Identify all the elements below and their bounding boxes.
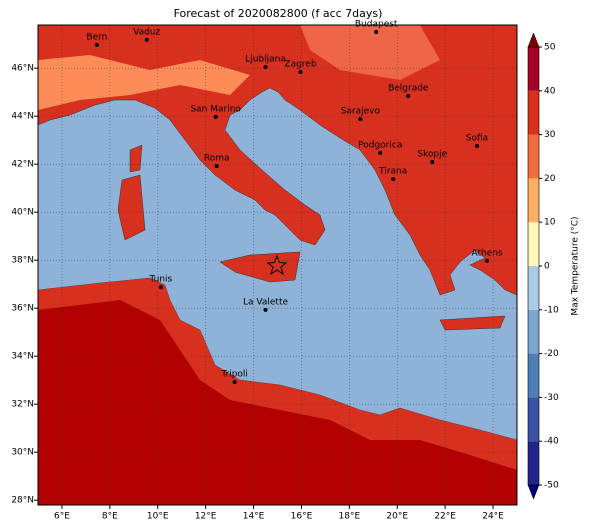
colorbar-tick-label: 30 — [544, 130, 556, 140]
city-label: Athens — [471, 248, 502, 258]
city-marker — [232, 380, 237, 385]
colorbar-band — [528, 309, 539, 354]
colorbar-band — [528, 441, 539, 485]
city-marker — [430, 160, 435, 165]
city-marker — [94, 42, 99, 47]
colorbar-band — [528, 178, 539, 223]
city-label: Ljubljana — [245, 55, 286, 65]
colorbar-tick-label: 20 — [544, 174, 556, 184]
city-label: Tunis — [148, 275, 172, 285]
map-title: Forecast of 2020082800 (f acc 7days) — [174, 7, 383, 20]
land-sardinia — [117, 174, 146, 241]
colorbar-tick-label: 10 — [544, 218, 556, 228]
x-tick-label: 6°E — [54, 512, 70, 522]
city-label: Zagreb — [284, 60, 316, 70]
colorbar-band — [528, 353, 539, 398]
x-tick-label: 12°E — [195, 512, 217, 522]
city-marker — [358, 117, 363, 122]
city-marker — [475, 143, 480, 148]
y-tick-label: 28°N — [11, 496, 34, 506]
y-tick-label: 44°N — [11, 112, 34, 122]
colorbar-tick-label: -30 — [544, 393, 559, 403]
colorbar-band — [528, 90, 539, 135]
x-tick-label: 24°E — [482, 512, 504, 522]
colorbar-tick-label: -20 — [544, 349, 559, 359]
colorbar-band — [528, 134, 539, 179]
y-tick-label: 38°N — [11, 256, 34, 266]
city-marker — [213, 114, 218, 119]
colorbar-band — [528, 222, 539, 266]
city-marker — [214, 164, 219, 169]
forecast-star — [266, 254, 288, 276]
colorbar-tick-label: -50 — [544, 481, 559, 491]
city-marker — [485, 258, 490, 263]
colorbar-tick-label: -10 — [544, 305, 559, 315]
map-frame — [37, 24, 518, 506]
city-label: Sofia — [466, 133, 488, 143]
colorbar-tick-label: -40 — [544, 437, 559, 447]
y-tick-label: 42°N — [11, 160, 34, 170]
land-corsica — [129, 144, 143, 173]
land-crete — [439, 315, 506, 331]
city-marker — [263, 307, 268, 312]
city-marker — [374, 29, 379, 34]
y-tick-label: 36°N — [11, 304, 34, 314]
x-tick-label: 8°E — [102, 512, 118, 522]
city-label: Tripoli — [220, 370, 248, 380]
city-marker — [378, 150, 383, 155]
map-area — [38, 25, 517, 505]
y-tick-label: 32°N — [11, 400, 34, 410]
city-marker — [263, 65, 268, 69]
warm-hungary — [300, 25, 440, 80]
city-label: Tirana — [378, 167, 407, 177]
x-tick-label: 14°E — [243, 512, 265, 522]
y-tick-label: 34°N — [11, 352, 34, 362]
y-tick-label: 40°N — [11, 208, 34, 218]
city-label: Bern — [86, 32, 107, 42]
city-marker — [144, 37, 149, 42]
city-label: San Marino — [190, 104, 241, 114]
city-label: Belgrade — [388, 84, 429, 94]
x-tick-label: 18°E — [339, 512, 361, 522]
city-label: Vaduz — [133, 27, 160, 37]
colorbar-tick-label: 40 — [544, 86, 556, 96]
y-tick-label: 30°N — [11, 448, 34, 458]
y-tick-label: 46°N — [11, 64, 34, 74]
city-label: La Valette — [243, 297, 288, 307]
land-europe — [38, 25, 517, 296]
warm-alps — [38, 55, 250, 110]
x-tick-label: 16°E — [291, 512, 313, 522]
city-marker — [298, 70, 303, 75]
colorbar-extend-low — [527, 484, 540, 500]
land-sicily — [219, 251, 301, 283]
grid-layer — [38, 25, 517, 505]
colorbar-tick-label: 0 — [544, 262, 550, 272]
colorbar-band — [528, 266, 539, 310]
city-label: Skopje — [417, 150, 447, 160]
city-marker — [406, 94, 411, 99]
x-tick-label: 20°E — [386, 512, 408, 522]
city-label: Podgorica — [358, 140, 402, 150]
city-marker — [391, 177, 396, 182]
colorbar-extend-high — [527, 32, 540, 48]
colorbar-band — [528, 47, 539, 91]
city-label: Sarajevo — [341, 107, 381, 117]
x-tick-label: 22°E — [434, 512, 456, 522]
city-label: Roma — [204, 154, 230, 164]
city-label: Budapest — [355, 19, 398, 29]
colorbar-tick-label: 50 — [544, 43, 556, 53]
city-marker — [158, 285, 163, 290]
colorbar-label: Max Temperature (°C) — [571, 216, 581, 315]
colorbar-band — [528, 397, 539, 442]
x-tick-label: 10°E — [147, 512, 169, 522]
